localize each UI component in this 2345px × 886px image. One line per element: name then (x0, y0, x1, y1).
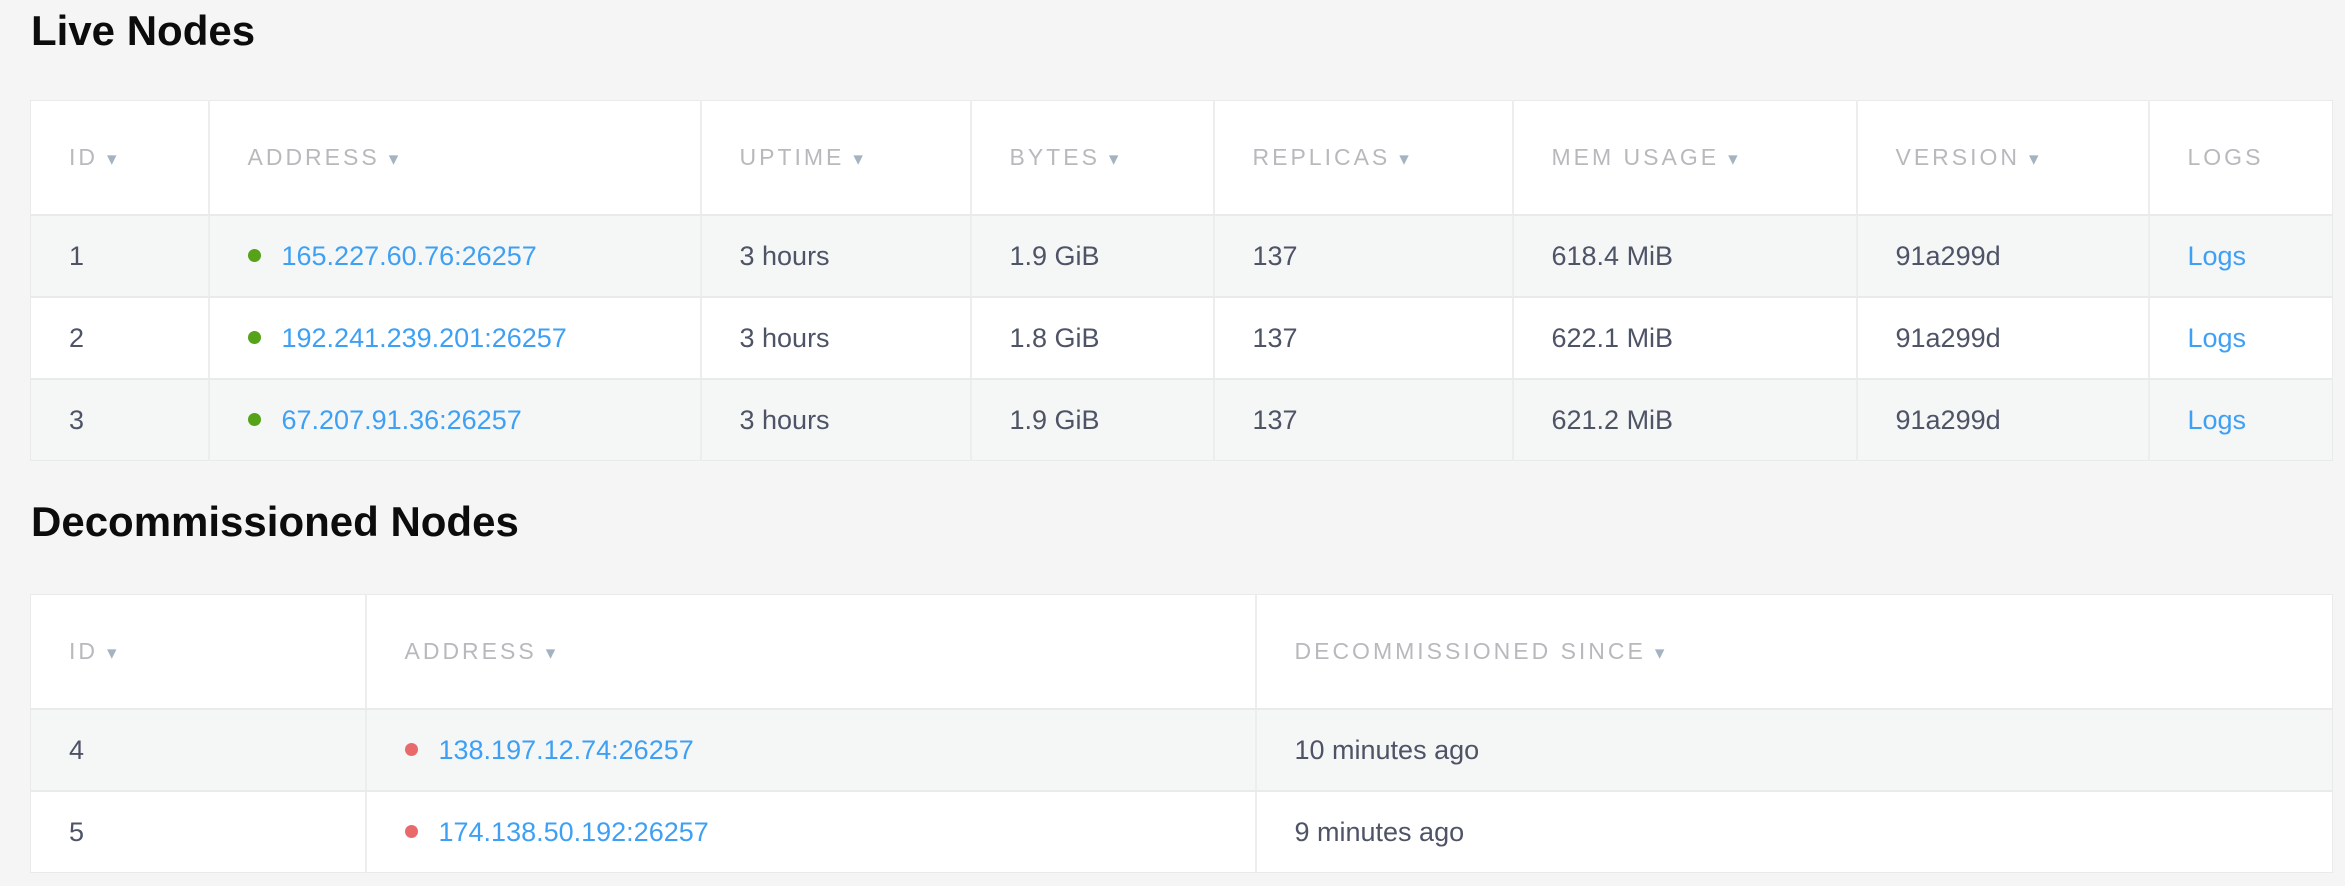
table-row: 1 165.227.60.76:26257 3 hours 1.9 GiB 13… (30, 215, 2333, 298)
column-header-label: DECOMMISSIONED SINCE (1294, 638, 1646, 664)
column-header-version[interactable]: VERSION ▾ (1856, 100, 2150, 216)
column-header-label: ID (69, 144, 98, 170)
table-row: 3 67.207.91.36:26257 3 hours 1.9 GiB 137… (30, 379, 2333, 461)
node-decommissioned-since-cell: 10 minutes ago (1255, 709, 2333, 792)
sort-arrow-icon: ▾ (1399, 149, 1409, 170)
node-replicas-cell: 137 (1213, 215, 1514, 298)
decommissioned-status-dot-icon (404, 824, 418, 838)
column-header-label: VERSION (1895, 144, 2021, 170)
column-header-bytes[interactable]: BYTES ▾ (970, 100, 1215, 216)
column-header-logs: LOGS (2148, 100, 2333, 216)
node-id-cell: 5 (30, 791, 367, 873)
node-id-cell: 4 (30, 709, 367, 792)
node-logs-cell: Logs (2148, 297, 2333, 380)
column-header-label: LOGS (2187, 144, 2264, 170)
node-address-cell: 165.227.60.76:26257 (208, 215, 702, 298)
node-address-link[interactable]: 67.207.91.36:26257 (281, 404, 522, 435)
live-nodes-heading: Live Nodes (31, 7, 256, 54)
node-address-link[interactable]: 192.241.239.201:26257 (281, 322, 567, 353)
decommissioned-status-dot-icon (404, 742, 418, 756)
node-id-cell: 2 (30, 297, 210, 380)
column-header-label: BYTES (1009, 144, 1100, 170)
sort-arrow-icon: ▾ (107, 149, 117, 170)
live-table-header-row: ID ▾ ADDRESS ▾ UPTIME ▾ BYTES ▾ REPLICAS ▾ ME… (30, 100, 2333, 216)
column-header-label: ADDRESS (247, 144, 380, 170)
sort-arrow-icon: ▾ (1108, 149, 1119, 170)
sort-arrow-icon: ▾ (388, 149, 399, 170)
node-address-link[interactable]: 174.138.50.192:26257 (438, 816, 709, 847)
decommissioned-nodes-table: ID ▾ ADDRESS ▾ DECOMMISSIONED SINCE ▾ 4 138… (30, 594, 2333, 873)
node-decommissioned-since-cell: 9 minutes ago (1294, 816, 1465, 847)
sort-arrow-icon: ▾ (853, 149, 863, 170)
node-address-cell: 138.197.12.74:26257 (365, 709, 1257, 792)
node-logs-cell: Logs (2148, 215, 2333, 298)
column-header-address[interactable]: ADDRESS ▾ (365, 594, 1257, 710)
column-header-replicas[interactable]: REPLICAS ▾ (1213, 100, 1514, 216)
table-row: 2 192.241.239.201:26257 3 hours 1.8 GiB … (30, 297, 2333, 380)
node-bytes-cell: 1.8 GiB (970, 297, 1215, 380)
node-logs-link[interactable]: Logs (2187, 240, 2247, 271)
live-status-dot-icon (247, 412, 261, 426)
node-mem-usage-cell: 618.4 MiB (1512, 215, 1858, 298)
node-bytes-cell: 1.9 GiB (970, 379, 1215, 461)
node-logs-link[interactable]: Logs (2187, 322, 2247, 353)
node-logs-link[interactable]: Logs (2187, 404, 2247, 435)
table-row: 5 174.138.50.192:26257 9 minutes ago (30, 791, 2333, 873)
sort-arrow-icon: ▾ (2029, 149, 2039, 170)
column-header-label: ID (69, 638, 98, 664)
column-header-uptime[interactable]: UPTIME ▾ (700, 100, 972, 216)
node-replicas-cell: 137 (1213, 379, 1514, 461)
column-header-decommissioned-since[interactable]: DECOMMISSIONED SINCE ▾ (1255, 594, 2333, 710)
sort-arrow-icon: ▾ (1654, 643, 1665, 664)
column-header-mem-usage[interactable]: MEM USAGE ▾ (1512, 100, 1858, 216)
column-header-label: REPLICAS (1252, 144, 1391, 170)
node-mem-usage-cell: 622.1 MiB (1512, 297, 1858, 380)
node-id-cell: 3 (30, 379, 210, 461)
node-uptime-cell: 3 hours (700, 215, 972, 298)
live-status-dot-icon (247, 248, 261, 262)
column-header-label: ADDRESS (404, 638, 537, 664)
sort-arrow-icon: ▾ (107, 643, 117, 664)
node-address-cell: 192.241.239.201:26257 (208, 297, 702, 380)
node-address-cell: 174.138.50.192:26257 (365, 791, 1257, 873)
table-row: 4 138.197.12.74:26257 10 minutes ago (30, 709, 2333, 792)
node-address-link[interactable]: 165.227.60.76:26257 (281, 240, 537, 271)
column-header-address[interactable]: ADDRESS ▾ (208, 100, 702, 216)
live-status-dot-icon (247, 330, 261, 344)
column-header-id[interactable]: ID ▾ (30, 594, 367, 710)
decommissioned-nodes-heading: Decommissioned Nodes (31, 498, 519, 545)
node-address-link[interactable]: 138.197.12.74:26257 (438, 734, 694, 765)
node-replicas-cell: 137 (1213, 297, 1514, 380)
node-version-cell: 91a299d (1856, 215, 2150, 298)
node-id-cell: 1 (30, 215, 210, 298)
decommissioned-table-header-row: ID ▾ ADDRESS ▾ DECOMMISSIONED SINCE ▾ (30, 594, 2333, 710)
live-nodes-table: ID ▾ ADDRESS ▾ UPTIME ▾ BYTES ▾ REPLICAS ▾ ME… (30, 100, 2333, 461)
node-mem-usage-cell: 621.2 MiB (1512, 379, 1858, 461)
column-header-label: UPTIME (739, 144, 845, 170)
column-header-label: MEM USAGE (1551, 144, 1720, 170)
node-uptime-cell: 3 hours (700, 379, 972, 461)
node-version-cell: 91a299d (1856, 379, 2150, 461)
node-bytes-cell: 1.9 GiB (970, 215, 1215, 298)
sort-arrow-icon: ▾ (1728, 149, 1738, 170)
node-address-cell: 67.207.91.36:26257 (208, 379, 702, 461)
sort-arrow-icon: ▾ (545, 643, 556, 664)
node-version-cell: 91a299d (1856, 297, 2150, 380)
column-header-id[interactable]: ID ▾ (30, 100, 210, 216)
node-uptime-cell: 3 hours (700, 297, 972, 380)
node-logs-cell: Logs (2149, 379, 2333, 461)
